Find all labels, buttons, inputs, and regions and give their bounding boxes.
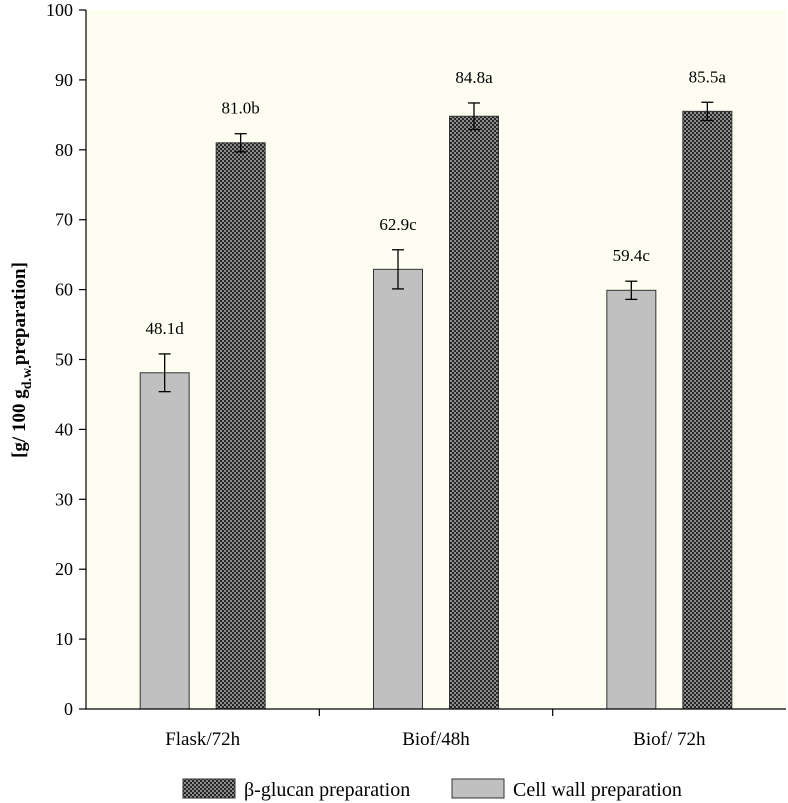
y-axis-title-subscript: d.w. [20, 365, 35, 389]
y-axis-title-suffix: preparation] [9, 262, 30, 365]
legend-swatch [451, 778, 505, 799]
y-tick-label: 80 [55, 140, 73, 160]
y-tick-label: 20 [55, 559, 73, 579]
bar-beta-glucan [682, 110, 733, 710]
bar-beta-glucan [215, 142, 266, 710]
bar-cell-wall [373, 268, 423, 710]
plot-area [86, 10, 786, 709]
legend-label: β-glucan preparation [244, 779, 410, 801]
data-label: 59.4c [613, 246, 651, 265]
data-label: 62.9c [379, 215, 417, 234]
y-tick-label: 40 [55, 419, 73, 439]
bar-beta-glucan [449, 115, 499, 710]
y-tick-label: 30 [55, 489, 73, 509]
y-axis-title-prefix: [g/ 100 g [9, 389, 30, 458]
y-tick-label: 100 [46, 0, 73, 20]
y-tick-label: 70 [55, 210, 73, 230]
y-tick-label: 60 [55, 280, 73, 300]
y-axis-title: [g/ 100 gd.w.preparation] [9, 262, 35, 458]
category-label: Biof/ 72h [633, 729, 706, 750]
legend-swatch [182, 778, 236, 799]
category-label: Biof/48h [402, 729, 470, 750]
y-tick-label: 0 [64, 699, 73, 719]
bar-cell-wall [606, 289, 657, 710]
y-tick-label: 50 [55, 350, 73, 370]
data-label: 81.0b [222, 99, 260, 118]
data-label: 48.1d [146, 319, 185, 338]
data-label: 84.8a [455, 68, 493, 87]
bar-cell-wall [139, 372, 190, 710]
y-tick-label: 10 [55, 629, 73, 649]
data-label: 85.5a [689, 67, 727, 86]
legend-label: Cell wall preparation [513, 779, 682, 801]
y-tick-label: 90 [55, 70, 73, 90]
category-label: Flask/72h [165, 729, 240, 750]
